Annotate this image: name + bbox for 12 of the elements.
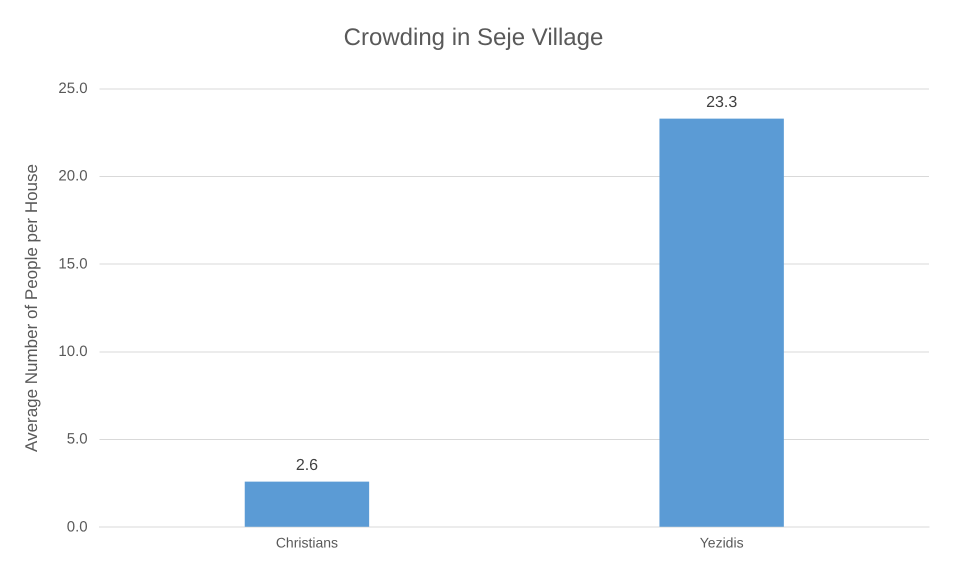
x-tick-label: Yezidis (700, 534, 744, 550)
y-tick-label: 0.0 (66, 518, 88, 536)
y-tick-label: 15.0 (58, 255, 88, 272)
chart-title: Crowding in Seje Village (344, 24, 604, 52)
y-axis-title: Average Number of People per House (22, 164, 41, 452)
data-label: 2.6 (296, 457, 318, 474)
data-label: 23.3 (706, 94, 738, 112)
y-tick-label: 5.0 (66, 430, 88, 448)
y-tick-label: 20.0 (58, 168, 88, 185)
y-tick-label: 10.0 (58, 342, 88, 360)
y-tick-label: 25.0 (58, 80, 88, 97)
x-tick-label: Christians (276, 534, 338, 550)
